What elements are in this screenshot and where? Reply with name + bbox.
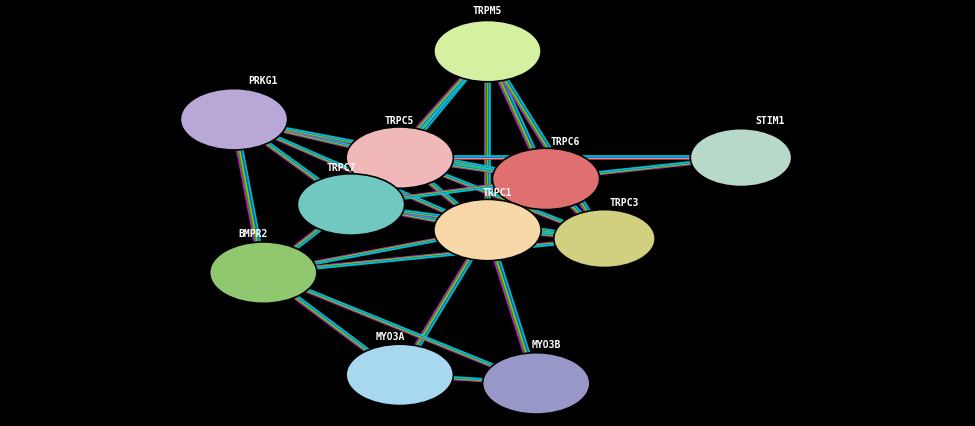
Text: STIM1: STIM1 [756,116,785,126]
Ellipse shape [492,148,600,210]
Text: MYO3B: MYO3B [531,340,561,350]
Ellipse shape [690,129,792,187]
Ellipse shape [483,353,590,414]
Text: TRPC6: TRPC6 [551,137,580,147]
Ellipse shape [434,199,541,261]
Text: TRPC3: TRPC3 [609,198,639,208]
Ellipse shape [180,89,288,150]
Ellipse shape [434,20,541,82]
Text: TRPC1: TRPC1 [483,188,512,198]
Text: TRPM5: TRPM5 [473,6,502,16]
Text: PRKG1: PRKG1 [249,76,278,86]
Text: MYO3A: MYO3A [375,332,405,342]
Ellipse shape [346,344,453,406]
Text: TRPC7: TRPC7 [327,163,356,173]
Ellipse shape [554,210,655,268]
Ellipse shape [297,174,405,235]
Text: TRPC5: TRPC5 [385,116,414,126]
Ellipse shape [210,242,317,303]
Ellipse shape [346,127,453,188]
Text: BMPR2: BMPR2 [239,230,268,239]
